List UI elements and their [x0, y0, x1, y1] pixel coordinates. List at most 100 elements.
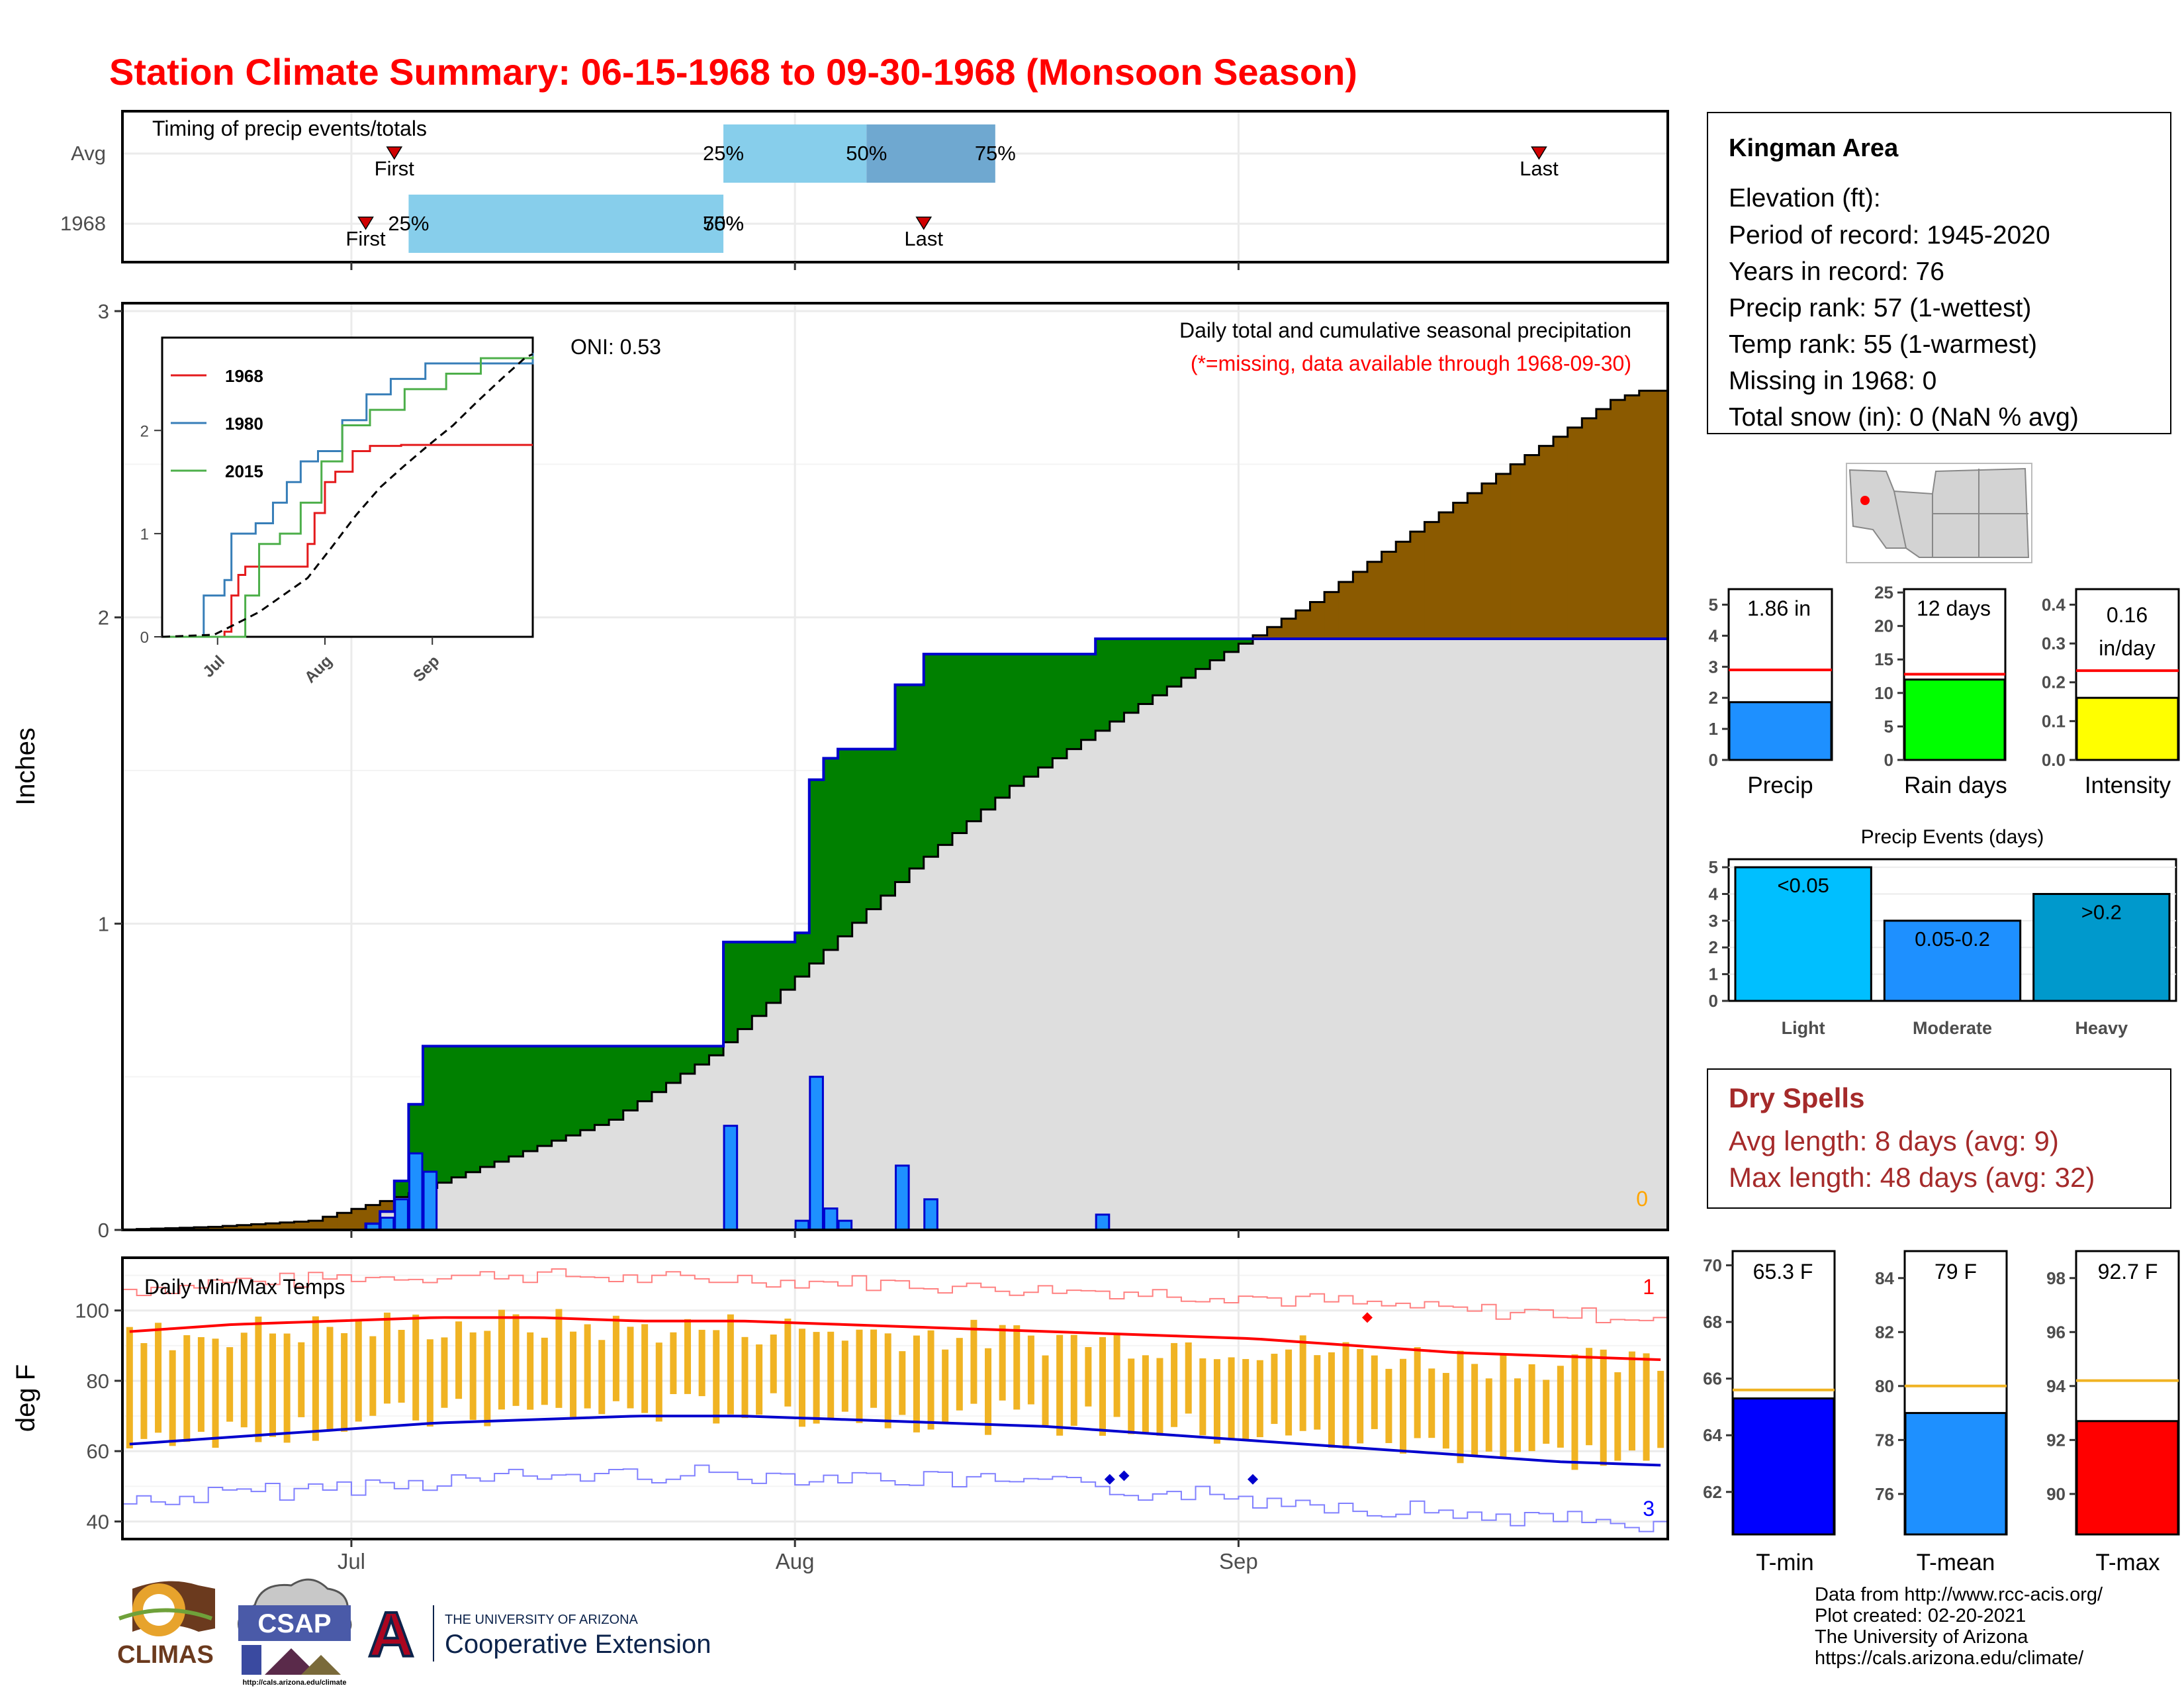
station-info-line-6: Missing in 1968: 0 [1729, 367, 1936, 395]
precip-surplus-segment [423, 1046, 438, 1188]
daily-temp-bar [1027, 1335, 1034, 1405]
tmean-summary-value-bar [1904, 1412, 2007, 1536]
university-of-arizona-logo: A THE UNIVERSITY OF ARIZONA Cooperative … [363, 1598, 711, 1671]
precip-events-bar-label-0: <0.05 [1777, 874, 1829, 897]
daily-temp-bar [570, 1331, 577, 1417]
precip-panel: 0 1 2 3 Inches ONI: 0.53 Daily total and cu… [11, 300, 1669, 1242]
precip-deficit-segment [1410, 532, 1426, 639]
precip-deficit-segment [1267, 627, 1282, 639]
precip-surplus-segment [494, 1046, 510, 1162]
daily-temp-bar [169, 1350, 176, 1446]
precip-events-category-0: Light [1782, 1018, 1825, 1038]
precip-surplus-segment [709, 1046, 724, 1056]
precip-bar-value: 1.86 in [1747, 596, 1811, 620]
daily-temp-bar [1500, 1353, 1507, 1458]
precip-surplus-segment [523, 1046, 538, 1152]
precip-surplus-segment [752, 942, 767, 1016]
precip-ylabel: Inches [11, 727, 40, 806]
precip-deficit-segment [208, 1227, 223, 1230]
precip-surplus-segment [1152, 639, 1167, 696]
precip-surplus-segment [838, 749, 853, 937]
tmax-summary-tick-label-2: 94 [2046, 1376, 2066, 1396]
daily-temp-bar [498, 1309, 505, 1410]
precip-deficit-segment [1481, 483, 1497, 639]
daily-temp-bar [1199, 1358, 1206, 1436]
precip-deficit-segment [1253, 635, 1268, 639]
daily-temp-bar [426, 1339, 433, 1427]
footer-line-data-source: Data from http://www.rcc-acis.org/ [1815, 1584, 2103, 1605]
daily-temp-bar [1643, 1353, 1650, 1461]
timing-row-label-year: 1968 [60, 212, 106, 235]
precip-surplus-segment [1024, 654, 1039, 777]
temp-ytick-label-3: 100 [75, 1299, 109, 1323]
avg-min-temp-line [129, 1415, 1661, 1467]
precip-deficit-segment [1453, 502, 1468, 639]
precip-deficit-segment [1639, 391, 1654, 639]
precip-deficit-segment [236, 1225, 252, 1230]
record-high-count: 1 [1643, 1275, 1655, 1299]
year-first-marker [357, 216, 374, 230]
tmean-summary-tick-label-4: 84 [1875, 1268, 1894, 1288]
precip-events-bar-0 [1734, 866, 1872, 1002]
avg-max-temp-line [129, 1316, 1661, 1362]
temp-panel: 40 60 80 100 Jul Aug Sep Daily Min/Max Temps d… [11, 1256, 1669, 1573]
temp-xtick-label-0: Jul [338, 1549, 365, 1573]
daily-precip-bar-10 [895, 1164, 910, 1231]
year-p75-label: 75% [703, 212, 744, 235]
precip-surplus-segment [780, 942, 796, 990]
precip-surplus-segment [1195, 639, 1210, 669]
avg-p75-label: 75% [975, 142, 1016, 165]
precip-surplus-segment [394, 1180, 410, 1197]
daily-temp-bar [455, 1321, 463, 1399]
daily-temp-bar [1514, 1378, 1521, 1452]
avg-cumulative-line [122, 389, 1668, 1231]
precip-surplus-segment [623, 1046, 638, 1111]
daily-temp-bar [1070, 1335, 1077, 1426]
precip-deficit-segment [1524, 455, 1540, 639]
climas-logo-text: CLIMAS [117, 1641, 214, 1669]
precip-deficit-segment [265, 1223, 281, 1230]
inset-line-avg [161, 353, 533, 638]
daily-temp-bar [1557, 1366, 1564, 1448]
daily-temp-bar [1342, 1342, 1349, 1449]
daily-temp-bar [827, 1331, 835, 1419]
daily-precip-bar-3 [408, 1152, 424, 1231]
daily-temp-bar [255, 1316, 262, 1442]
daily-precip-bar-11 [923, 1198, 938, 1231]
record-low-marker-0 [1104, 1474, 1115, 1485]
precip-surplus-segment [1009, 654, 1024, 786]
avg-last-label: Last [1520, 157, 1559, 180]
precip-events-bar-1 [1883, 919, 2022, 1002]
daily-temp-bar [1485, 1378, 1492, 1452]
daily-temp-bar [541, 1337, 548, 1405]
daily-precip-bar-1 [379, 1216, 395, 1231]
precip-events-tick-label-5: 5 [1709, 857, 1718, 877]
precip-events-tick-label-0: 0 [1709, 991, 1718, 1011]
precip-events-tick-label-4: 4 [1709, 884, 1719, 904]
precip-deficit-segment [1653, 391, 1668, 639]
precip-deficit-segment [1582, 418, 1597, 639]
daily-temp-bar [1256, 1360, 1263, 1438]
temp-summary-bars: 62 64 66 68 70 76 78 80 82 84 90 92 94 96 98 65.3 F T-… [1703, 1250, 2180, 1575]
precip-surplus-segment [594, 1046, 610, 1125]
precip-ytick-label-0: 0 [98, 1219, 109, 1242]
daily-temp-bar [1385, 1368, 1392, 1444]
precip-deficit-segment [1367, 561, 1383, 639]
oni-label: ONI: 0.53 [570, 335, 661, 359]
daily-temp-bar [1056, 1335, 1064, 1436]
daily-temp-bar [398, 1329, 405, 1403]
station-location-marker [1860, 496, 1870, 505]
station-info-box: Kingman Area Elevation (ft): Period of r… [1707, 112, 2171, 434]
ua-logo-letter: A [368, 1599, 414, 1670]
tmax-summary-tick-label-3: 96 [2046, 1322, 2066, 1342]
daily-temp-bar [1042, 1355, 1049, 1427]
tmin-summary-tick-label-3: 68 [1703, 1312, 1722, 1332]
precip-surplus-segment [866, 749, 882, 910]
precip-surplus-segment [1181, 639, 1197, 678]
precip-surplus-segment [737, 942, 752, 1029]
precip-surplus-segment [909, 684, 925, 869]
tmin-summary-tick-label-2: 66 [1703, 1369, 1722, 1389]
precip-deficit-segment [1610, 400, 1625, 639]
precip-deficit-segment [322, 1217, 338, 1230]
